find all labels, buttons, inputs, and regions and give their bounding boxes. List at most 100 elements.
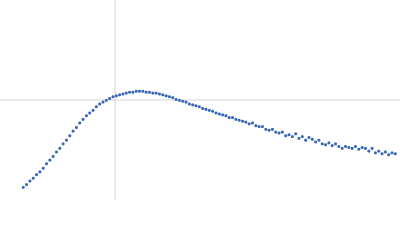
data-point: [320, 142, 324, 146]
data-point: [134, 89, 138, 93]
data-point: [154, 91, 158, 95]
data-point: [387, 153, 391, 157]
data-point: [241, 119, 245, 123]
data-point: [174, 97, 178, 101]
data-point: [393, 152, 397, 156]
data-point: [197, 105, 201, 109]
data-point: [35, 173, 39, 177]
data-point: [214, 111, 218, 115]
data-point: [310, 137, 314, 141]
data-point: [211, 109, 215, 113]
data-point: [144, 90, 148, 94]
data-point: [25, 183, 29, 187]
data-point: [21, 185, 25, 189]
data-point: [237, 118, 241, 122]
data-point: [247, 122, 251, 126]
data-point: [360, 145, 364, 149]
data-point: [157, 92, 161, 96]
data-point: [383, 150, 387, 154]
data-point: [191, 103, 195, 107]
data-point: [64, 138, 68, 142]
data-point: [244, 120, 248, 124]
data-point: [264, 127, 268, 131]
data-point: [171, 96, 175, 100]
data-point: [297, 136, 301, 140]
data-point: [51, 155, 55, 159]
data-point: [290, 135, 294, 139]
data-point: [111, 95, 115, 99]
data-point: [138, 89, 142, 93]
data-point: [78, 121, 82, 125]
data-point: [81, 117, 85, 121]
data-point: [41, 166, 45, 170]
data-point: [324, 143, 328, 147]
data-point: [108, 97, 112, 101]
data-point: [181, 99, 185, 103]
data-point: [340, 146, 344, 150]
data-point: [330, 144, 334, 148]
data-point: [48, 158, 52, 162]
data-point: [98, 102, 102, 106]
data-point: [167, 95, 171, 99]
data-point: [104, 98, 108, 102]
data-point: [357, 147, 361, 151]
data-point: [344, 145, 348, 149]
data-point: [217, 112, 221, 116]
data-point: [128, 90, 132, 94]
data-point: [274, 130, 278, 134]
data-point: [184, 100, 188, 104]
data-point: [307, 136, 311, 139]
data-point: [294, 132, 298, 136]
data-point: [257, 125, 261, 129]
data-point: [353, 145, 357, 149]
data-point: [151, 91, 155, 95]
data-point: [121, 92, 125, 96]
data-point: [280, 130, 284, 134]
data-point: [260, 125, 264, 129]
data-point: [114, 94, 118, 98]
data-point: [201, 107, 205, 111]
data-point: [287, 133, 291, 137]
data-point: [88, 111, 92, 115]
data-point: [54, 150, 58, 154]
data-point: [177, 98, 181, 102]
data-point: [94, 105, 98, 109]
data-point: [194, 104, 198, 108]
data-point: [61, 142, 65, 146]
data-point: [91, 108, 95, 112]
data-point: [207, 108, 211, 112]
data-point: [327, 141, 331, 145]
data-point: [370, 146, 374, 150]
data-point: [161, 93, 165, 97]
data-point: [227, 116, 231, 120]
data-point: [334, 142, 338, 146]
data-point: [367, 149, 371, 153]
data-point: [250, 121, 254, 125]
data-point: [74, 126, 78, 130]
data-point: [221, 113, 225, 117]
data-point: [118, 93, 122, 97]
data-point: [277, 131, 281, 135]
data-point: [164, 94, 168, 98]
data-point: [390, 151, 394, 155]
data-point: [317, 138, 321, 142]
data-point: [254, 124, 258, 128]
data-point: [373, 151, 377, 155]
data-point: [38, 170, 42, 174]
data-point: [363, 146, 367, 150]
data-point: [31, 176, 35, 180]
data-point: [347, 145, 351, 149]
data-point: [300, 135, 304, 139]
data-point: [224, 114, 228, 118]
data-point: [58, 146, 62, 150]
data-point: [68, 134, 72, 138]
data-point: [101, 100, 105, 104]
data-point: [231, 116, 235, 120]
data-point: [270, 127, 274, 131]
data-point: [141, 89, 145, 93]
data-point: [314, 140, 318, 144]
data-point: [84, 114, 88, 118]
chart: [0, 0, 400, 200]
data-point: [187, 102, 191, 106]
data-point: [28, 179, 32, 183]
